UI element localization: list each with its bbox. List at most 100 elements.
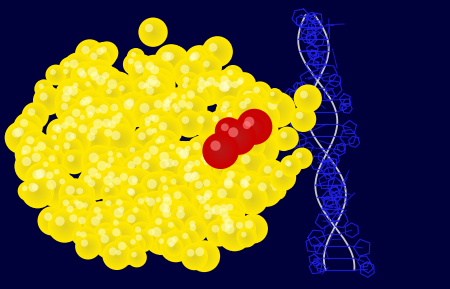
Circle shape (226, 88, 233, 95)
Circle shape (26, 147, 56, 177)
Circle shape (102, 232, 109, 239)
Circle shape (303, 94, 312, 103)
Circle shape (210, 196, 215, 201)
Circle shape (135, 62, 149, 76)
Circle shape (133, 54, 139, 60)
Circle shape (105, 75, 113, 83)
Circle shape (229, 221, 231, 224)
Circle shape (65, 128, 87, 150)
Circle shape (239, 177, 260, 197)
Circle shape (78, 189, 88, 199)
Circle shape (237, 132, 246, 140)
Circle shape (236, 140, 246, 150)
Circle shape (175, 147, 191, 163)
Circle shape (197, 87, 203, 93)
Circle shape (110, 159, 118, 167)
Circle shape (268, 89, 281, 103)
Circle shape (243, 90, 262, 110)
Circle shape (148, 200, 151, 203)
Circle shape (211, 142, 217, 148)
Circle shape (195, 247, 213, 266)
Circle shape (86, 111, 120, 146)
Circle shape (248, 195, 256, 203)
Circle shape (18, 146, 35, 164)
Circle shape (244, 132, 267, 155)
Circle shape (84, 104, 88, 108)
Circle shape (101, 165, 112, 177)
Circle shape (112, 184, 115, 187)
Circle shape (148, 76, 166, 94)
Circle shape (52, 135, 57, 140)
Circle shape (128, 58, 134, 64)
Circle shape (166, 100, 174, 108)
Circle shape (132, 165, 139, 173)
Circle shape (217, 164, 229, 176)
Circle shape (239, 119, 265, 145)
Circle shape (118, 206, 131, 219)
Circle shape (228, 91, 230, 94)
Circle shape (45, 164, 52, 170)
Circle shape (158, 73, 160, 76)
Circle shape (140, 67, 176, 103)
Circle shape (27, 137, 42, 152)
Circle shape (85, 109, 102, 127)
Circle shape (162, 103, 180, 120)
Circle shape (228, 127, 248, 148)
Circle shape (58, 149, 61, 152)
Circle shape (104, 238, 114, 249)
Circle shape (220, 142, 223, 144)
Circle shape (68, 105, 93, 130)
Circle shape (73, 124, 81, 132)
Circle shape (172, 160, 179, 166)
Circle shape (103, 108, 114, 119)
Circle shape (72, 228, 90, 245)
Circle shape (113, 220, 119, 226)
Circle shape (189, 162, 199, 173)
Circle shape (32, 137, 60, 164)
Circle shape (161, 98, 180, 117)
Circle shape (218, 103, 236, 121)
Circle shape (145, 84, 153, 92)
Circle shape (198, 175, 222, 199)
Circle shape (227, 89, 232, 94)
Circle shape (48, 155, 62, 169)
Circle shape (285, 161, 296, 171)
Circle shape (202, 157, 212, 166)
Circle shape (177, 109, 184, 116)
Circle shape (53, 187, 59, 192)
Circle shape (185, 99, 187, 100)
Circle shape (146, 128, 161, 143)
Circle shape (90, 115, 96, 121)
Circle shape (198, 197, 205, 203)
Circle shape (148, 111, 171, 134)
Circle shape (71, 182, 95, 207)
Circle shape (117, 212, 129, 224)
Circle shape (144, 138, 148, 142)
Circle shape (226, 182, 240, 196)
Circle shape (234, 221, 252, 238)
Circle shape (72, 136, 80, 143)
Circle shape (207, 139, 220, 153)
Circle shape (175, 106, 180, 111)
Circle shape (186, 80, 192, 86)
Circle shape (212, 205, 222, 215)
Circle shape (152, 194, 170, 211)
Circle shape (236, 222, 243, 229)
Circle shape (290, 106, 316, 132)
Circle shape (188, 169, 212, 192)
Circle shape (188, 73, 191, 75)
Circle shape (104, 187, 110, 192)
Circle shape (234, 104, 245, 115)
Circle shape (90, 69, 105, 84)
Circle shape (125, 158, 146, 179)
Circle shape (230, 139, 234, 142)
Circle shape (134, 60, 150, 77)
Circle shape (238, 80, 248, 90)
Circle shape (50, 176, 57, 183)
Circle shape (112, 251, 122, 260)
Circle shape (189, 242, 219, 271)
Circle shape (99, 229, 112, 242)
Circle shape (202, 188, 204, 190)
Circle shape (43, 162, 48, 167)
Circle shape (254, 87, 266, 99)
